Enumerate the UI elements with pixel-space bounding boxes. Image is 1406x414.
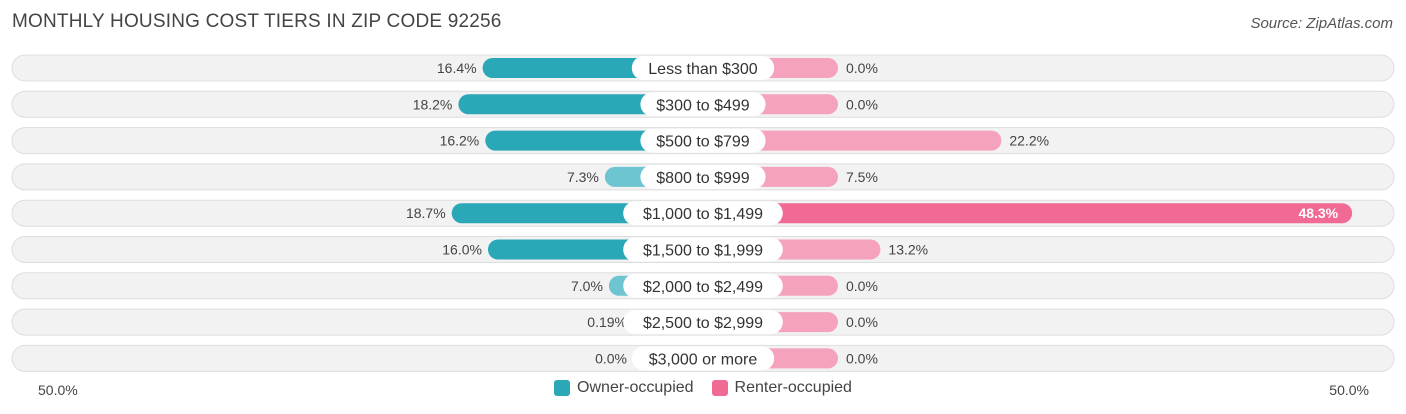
category-pill [623, 201, 783, 226]
legend-swatch-renter [711, 380, 728, 396]
data-label-owner: 0.19% [587, 314, 627, 330]
category-pill [640, 164, 766, 189]
legend-label-owner: Owner-occupied [577, 379, 694, 396]
category-label: $2,000 to $2,499 [643, 279, 763, 296]
category-label: $800 to $999 [656, 170, 750, 187]
category-pill [623, 310, 783, 335]
data-label-renter: 13.2% [888, 242, 928, 258]
category-label: $500 to $799 [656, 134, 750, 151]
chart-source: Source: ZipAtlas.com [1250, 15, 1393, 32]
data-label-owner: 18.2% [413, 96, 453, 112]
category-label: $300 to $499 [656, 97, 750, 114]
legend-item-owner[interactable]: Owner-occupied [554, 379, 694, 397]
data-label-renter: 0.0% [846, 278, 878, 294]
axis-label-left: 50.0% [38, 382, 78, 398]
data-label-renter: 7.5% [846, 169, 878, 185]
legend-label-renter: Renter-occupied [734, 379, 852, 396]
category-label: $1,500 to $1,999 [643, 243, 763, 260]
chart-legend: Owner-occupied Renter-occupied [0, 379, 1406, 397]
legend-swatch-owner [554, 380, 571, 396]
chart-title: MONTHLY HOUSING COST TIERS IN ZIP CODE 9… [12, 11, 502, 32]
data-label-owner: 16.2% [440, 133, 480, 149]
category-label: $3,000 or more [649, 351, 758, 368]
category-label: $1,000 to $1,499 [643, 206, 763, 223]
data-label-renter: 48.3% [1298, 205, 1338, 221]
data-label-renter: 0.0% [846, 314, 878, 330]
data-label-renter: 0.0% [846, 350, 878, 366]
bar-renter [703, 203, 1353, 224]
data-label-owner: 0.0% [595, 350, 627, 366]
data-label-renter: 0.0% [846, 60, 878, 76]
axis-label-right: 50.0% [1329, 382, 1369, 398]
data-label-owner: 18.7% [406, 205, 446, 221]
category-pill [623, 273, 783, 298]
category-pill [640, 128, 766, 153]
category-pill [640, 92, 766, 117]
data-label-owner: 16.4% [437, 60, 477, 76]
legend-item-renter[interactable]: Renter-occupied [711, 379, 852, 397]
data-label-owner: 7.0% [571, 278, 603, 294]
data-label-renter: 0.0% [846, 96, 878, 112]
category-label: Less than $300 [648, 61, 758, 78]
category-label: $2,500 to $2,999 [643, 315, 763, 332]
data-label-owner: 16.0% [442, 242, 482, 258]
data-label-owner: 7.3% [567, 169, 599, 185]
bar-renter [703, 130, 1002, 151]
category-pill [631, 56, 775, 80]
category-pill [623, 237, 783, 262]
data-label-renter: 22.2% [1009, 133, 1049, 149]
category-pill [631, 346, 775, 371]
